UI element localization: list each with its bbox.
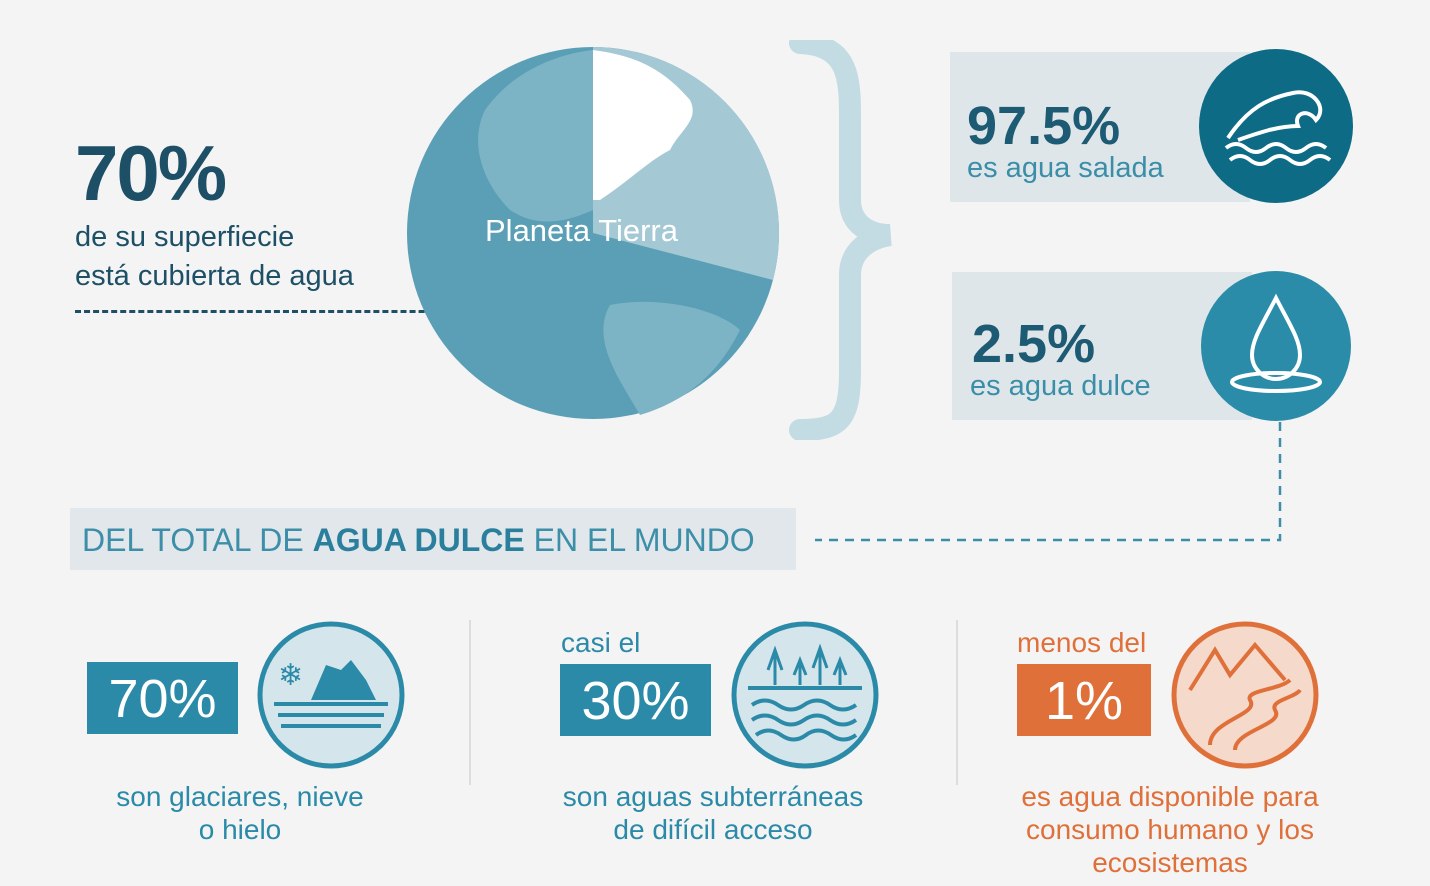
groundwater-percent: 30% — [560, 664, 711, 736]
available-prefix: menos del — [1017, 627, 1147, 658]
svg-text:❄: ❄ — [278, 659, 303, 692]
earth-globe-icon — [407, 40, 893, 440]
available-percent: 1% — [1017, 664, 1151, 736]
surface-percent: 70% — [75, 129, 227, 217]
fresh-text: es agua dulce — [970, 370, 1151, 402]
banner-post: EN EL MUNDO — [524, 522, 755, 558]
available-caption: es agua disponible para consumo humano y … — [990, 780, 1350, 879]
salt-percent: 97.5% — [967, 96, 1121, 156]
glacier-percent: 70% — [87, 662, 238, 734]
caption-line: es agua disponible para — [1021, 781, 1319, 812]
caption-line: son aguas subterráneas — [562, 781, 864, 812]
groundwater-icon — [731, 621, 879, 769]
fresh-water-banner: DEL TOTAL DE AGUA DULCE EN EL MUNDO — [70, 508, 796, 570]
column-divider — [469, 620, 471, 785]
glacier-icon: ❄ — [257, 621, 405, 769]
fresh-percent: 2.5% — [972, 314, 1096, 374]
water-drop-icon — [1201, 271, 1351, 421]
caption-line: son glaciares, nieve — [116, 781, 364, 812]
banner-pre: DEL TOTAL DE — [82, 522, 313, 558]
surface-description: de su superfiecie está cubierta de agua — [75, 218, 354, 296]
dashed-divider — [75, 310, 515, 313]
caption-line: consumo humano y los — [1026, 814, 1314, 845]
caption-line: ecosistemas — [1092, 847, 1248, 878]
groundwater-prefix: casi el — [561, 627, 641, 658]
connector-dashed-line — [815, 422, 1282, 542]
glacier-caption: son glaciares, nieve o hielo — [60, 780, 420, 846]
column-divider — [956, 620, 958, 785]
salt-text: es agua salada — [967, 152, 1164, 184]
globe-label: Planeta Tierra — [485, 213, 678, 248]
groundwater-caption: son aguas subterráneas de difícil acceso — [513, 780, 913, 846]
wave-icon — [1199, 49, 1353, 203]
river-mountain-icon — [1171, 621, 1319, 769]
surface-line-2: está cubierta de agua — [75, 260, 354, 292]
caption-line: o hielo — [198, 814, 282, 845]
caption-line: de difícil acceso — [613, 814, 813, 845]
banner-bold: AGUA DULCE — [312, 522, 525, 558]
surface-line-1: de su superfiecie — [75, 221, 295, 253]
